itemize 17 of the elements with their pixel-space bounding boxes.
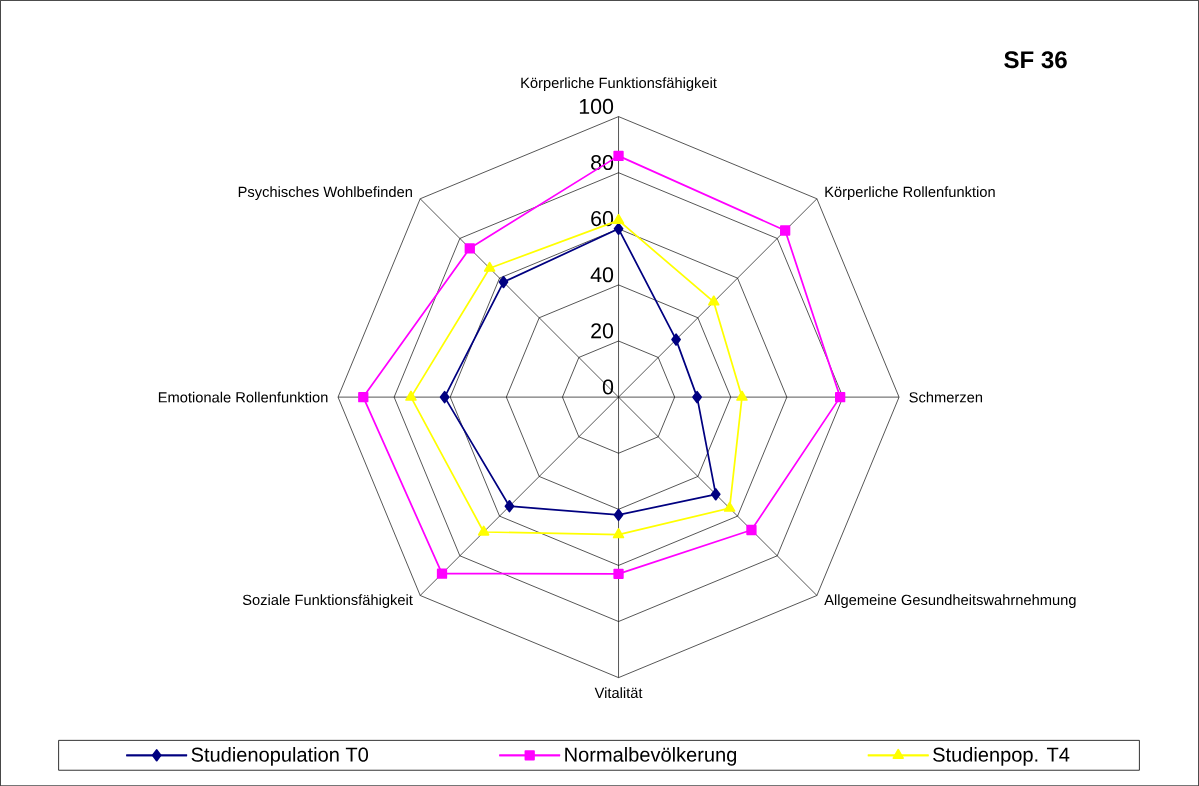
spoke-label: Allgemeine Gesundheitswahrnehmung [824,594,1076,608]
spoke-label: Emotionale Rollenfunktion [158,391,328,403]
y-tick-label: 100 [579,98,614,114]
chart-title: SF 36 [1004,51,1067,69]
y-tick-label: 0 [602,379,614,395]
legend-label: Normalbevölkerung [565,746,737,766]
legend-label: Studienpop. T4 [933,746,1070,766]
y-tick-label: 60 [591,210,614,227]
spoke-label: Vitalität [594,687,643,698]
y-tick-label: 20 [591,323,614,339]
spoke-label: Körperliche Funktionsfähigkeit [521,77,717,91]
y-tick-label: 40 [590,267,614,283]
spoke-label: Psychisches Wohlbefinden [238,186,412,200]
legend-label: Studienopulation T0 [191,746,369,766]
spoke-label: Schmerzen [909,391,983,403]
spoke-label: Soziale Funktionsfähigkeit [242,594,413,608]
spoke-label: Körperliche Rollenfunktion [825,186,995,200]
